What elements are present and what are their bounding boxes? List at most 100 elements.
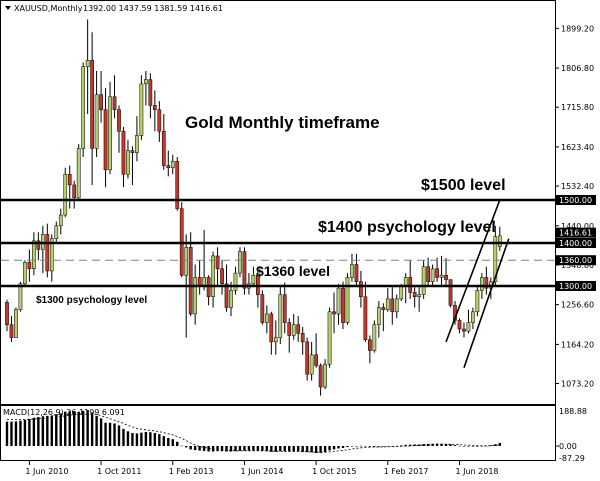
candle-bull bbox=[471, 311, 475, 323]
macd-bar bbox=[319, 446, 322, 453]
candle-bull bbox=[63, 173, 68, 216]
candle-bear bbox=[426, 266, 430, 282]
macd-bar bbox=[149, 432, 152, 446]
candles-layer bbox=[5, 19, 502, 396]
macd-tick-zero: 0.00 bbox=[559, 442, 577, 451]
macd-bar bbox=[368, 446, 372, 447]
macd-bar bbox=[279, 446, 282, 452]
macd-bar bbox=[323, 446, 327, 453]
candle-bull bbox=[233, 272, 238, 291]
candle-bull bbox=[421, 266, 426, 295]
macd-bar bbox=[99, 418, 103, 446]
macd-bar bbox=[301, 446, 304, 453]
price-label-text: 1360.00 bbox=[559, 256, 592, 265]
y-tick-label: 1715.80 bbox=[561, 103, 594, 112]
macd-label: MACD(12,26,9) 26.1199 6.091 bbox=[3, 408, 125, 417]
candle-bear bbox=[215, 255, 220, 270]
macd-bar bbox=[220, 446, 224, 452]
y-tick-label: 1532.40 bbox=[561, 182, 594, 191]
macd-bar bbox=[216, 446, 219, 452]
y-tick-label: 1440.00 bbox=[561, 222, 594, 231]
candle-bull bbox=[336, 287, 341, 315]
y-tick-label: 1348.80 bbox=[561, 261, 594, 270]
x-tick-label: 1 Oct 2015 bbox=[312, 467, 356, 476]
macd-bar bbox=[252, 446, 255, 451]
macd-bar bbox=[305, 446, 309, 453]
macd-bar bbox=[28, 418, 31, 446]
candle-bear bbox=[457, 320, 462, 330]
macd-bar bbox=[189, 446, 192, 450]
candle-bull bbox=[273, 337, 278, 343]
candle-bear bbox=[175, 161, 180, 209]
candle-bull bbox=[417, 294, 422, 298]
macd-bar bbox=[32, 417, 36, 446]
candle-bear bbox=[121, 130, 126, 175]
candle-bear bbox=[462, 328, 466, 332]
candle-bull bbox=[81, 66, 86, 149]
candle-bull bbox=[193, 277, 198, 315]
candle-bull bbox=[251, 275, 256, 285]
macd-bar bbox=[341, 446, 345, 448]
macd-bar bbox=[55, 414, 58, 446]
candle-bear bbox=[305, 341, 310, 375]
macd-bar bbox=[382, 446, 385, 447]
y-axis: 1899.20 1806.80 1715.80 1623.40 1532.40 1440.… bbox=[555, 24, 594, 389]
macd-layer bbox=[5, 410, 559, 454]
candle-bear bbox=[282, 294, 287, 323]
level-1500-label: $1500 level bbox=[421, 177, 506, 194]
candle-bull bbox=[32, 240, 36, 270]
macd-bar bbox=[409, 444, 412, 446]
candle-bear bbox=[332, 311, 336, 315]
candle-bear bbox=[152, 105, 157, 110]
macd-bar bbox=[202, 446, 206, 451]
price-label-box bbox=[556, 195, 596, 205]
candle-bear bbox=[314, 354, 318, 366]
macd-bar bbox=[104, 422, 107, 446]
candle-bear bbox=[435, 268, 439, 278]
macd-bar bbox=[140, 432, 143, 446]
macd-bar bbox=[485, 445, 488, 447]
macd-bar bbox=[198, 446, 201, 451]
macd-tick-top: 188.88 bbox=[559, 407, 587, 416]
macd-bar bbox=[158, 434, 161, 446]
candle-bull bbox=[54, 225, 59, 239]
y-tick-label: 1164.20 bbox=[561, 340, 594, 349]
channel-line-lower bbox=[463, 238, 510, 368]
macd-bar bbox=[440, 443, 443, 446]
candle-bull bbox=[170, 161, 175, 169]
macd-bar bbox=[135, 433, 139, 446]
candle-bull bbox=[475, 290, 480, 313]
candle-bull bbox=[229, 290, 233, 308]
y-tick-label: 1899.20 bbox=[561, 24, 594, 33]
x-tick-label: 1 Feb 2017 bbox=[384, 467, 429, 476]
candle-bear bbox=[5, 302, 9, 325]
macd-bar bbox=[193, 446, 197, 451]
candle-bear bbox=[45, 234, 50, 272]
candle-bull bbox=[18, 283, 23, 310]
macd-bar bbox=[46, 415, 49, 446]
level-1400-label: $1400 psychology level bbox=[318, 219, 496, 236]
candle-bull bbox=[139, 83, 144, 136]
candle-bear bbox=[390, 298, 395, 313]
candle-bear bbox=[161, 130, 166, 166]
candle-bear bbox=[242, 251, 247, 289]
candle-bull bbox=[309, 354, 314, 375]
macd-bar bbox=[10, 421, 13, 446]
macd-bar bbox=[444, 443, 448, 446]
ohlc-readout: 1392.00 1437.59 1381.59 1416.61 bbox=[83, 4, 223, 13]
candle-bull bbox=[394, 298, 399, 313]
level-1300-label: $1300 psychology level bbox=[36, 295, 147, 306]
macd-bar bbox=[422, 444, 425, 446]
macd-bar bbox=[453, 445, 457, 446]
candle-bear bbox=[197, 277, 202, 287]
macd-bar bbox=[350, 446, 354, 447]
macd-bar bbox=[467, 446, 470, 447]
candle-bull bbox=[23, 262, 27, 285]
price-label-text: 1416.61 bbox=[559, 229, 592, 238]
candle-bear bbox=[117, 109, 121, 132]
collapse-triangle-icon[interactable] bbox=[5, 6, 11, 10]
candle-bull bbox=[238, 251, 242, 274]
candle-bear bbox=[166, 165, 171, 169]
macd-bar bbox=[364, 446, 367, 447]
candle-bear bbox=[484, 277, 489, 289]
